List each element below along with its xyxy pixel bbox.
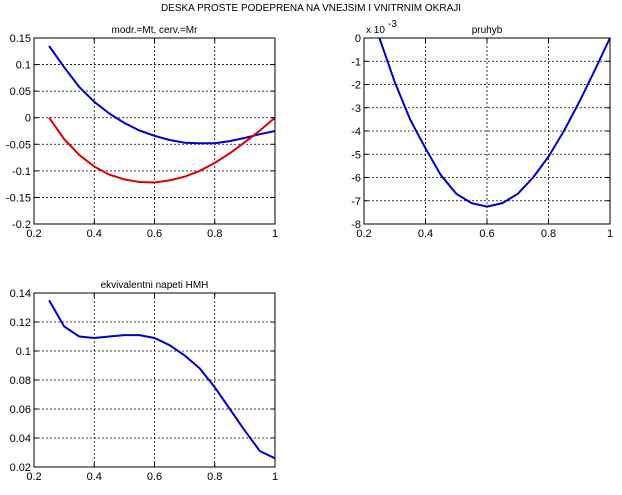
y-tick-label: -2 xyxy=(351,80,361,92)
x-tick-label: 0.4 xyxy=(87,471,102,483)
series-line-1 xyxy=(48,45,276,145)
y-tick-label: 0.12 xyxy=(10,317,31,329)
y-tick-label: 0.1 xyxy=(16,60,31,72)
y-tick-label: 0.05 xyxy=(10,86,31,98)
x-tick-label: 0.6 xyxy=(147,228,162,240)
y-tick-label: 0.15 xyxy=(10,33,31,45)
series-line-1 xyxy=(378,37,611,208)
x-tick-label: 0.4 xyxy=(87,228,102,240)
y-exponent-power: -3 xyxy=(388,19,397,30)
x-tick-label: 1 xyxy=(272,471,278,483)
y-tick-label: -6 xyxy=(351,173,361,185)
y-tick-label: -0.15 xyxy=(6,192,31,204)
y-tick-label: 0.02 xyxy=(10,462,31,474)
series-line-2 xyxy=(48,116,276,184)
y-tick-label: 0 xyxy=(25,113,31,125)
series-line-1 xyxy=(48,299,276,460)
y-tick-label: -8 xyxy=(351,219,361,231)
y-tick-label: -7 xyxy=(351,196,361,208)
y-tick-label: 0.08 xyxy=(10,375,31,387)
x-tick-label: 0.2 xyxy=(26,471,41,483)
y-tick-label: -0.2 xyxy=(12,219,31,231)
chart-title: modr.=Mt, cerv.=Mr xyxy=(112,25,199,36)
y-tick-label: -0.05 xyxy=(6,139,31,151)
y-tick-label: -0.1 xyxy=(12,166,31,178)
x-tick-label: 0.4 xyxy=(418,228,433,240)
x-tick-label: 0.8 xyxy=(207,471,222,483)
x-tick-label: 0.2 xyxy=(356,228,371,240)
y-tick-label: -4 xyxy=(351,126,361,138)
x-tick-label: 0.8 xyxy=(541,228,556,240)
y-tick-label: -5 xyxy=(351,149,361,161)
chart-title: pruhyb xyxy=(472,25,503,36)
x-tick-label: 0.6 xyxy=(147,471,162,483)
y-exponent-label: x 10 xyxy=(366,25,385,36)
chart-1: 0.2 0.4 0.6 0.8 1 -0.2 -0.15 -0.1 -0.05 0 0.05 0.1 0… xyxy=(6,25,278,240)
y-tick-label: 0 xyxy=(355,33,361,45)
x-tick-label: 0.2 xyxy=(26,228,41,240)
y-tick-label: 0.14 xyxy=(10,288,31,300)
y-tick-label: 0.1 xyxy=(16,346,31,358)
x-tick-label: 1 xyxy=(272,228,278,240)
y-tick-label: 0.04 xyxy=(10,433,31,445)
chart-3: 0.2 0.4 0.6 0.8 1 0.02 0.04 0.06 0.08 0.1 0.12 0.14… xyxy=(10,280,278,483)
figure-title: DESKA PROSTE PODEPRENA NA VNEJSIM I VNIT… xyxy=(160,3,462,14)
y-tick-label: -3 xyxy=(351,103,361,115)
x-tick-label: 1 xyxy=(607,228,613,240)
x-tick-label: 0.6 xyxy=(479,228,494,240)
chart-title: ekvivalentni napeti HMH xyxy=(101,280,209,291)
y-tick-label: 0.06 xyxy=(10,404,31,416)
y-tick-label: -1 xyxy=(351,56,361,68)
x-tick-label: 0.8 xyxy=(207,228,222,240)
chart-2: 0.2 0.4 0.6 0.8 1 -8 -7 -6 -5 -4 -3 -2 -1 0 pruhyb x 10… xyxy=(351,19,613,240)
